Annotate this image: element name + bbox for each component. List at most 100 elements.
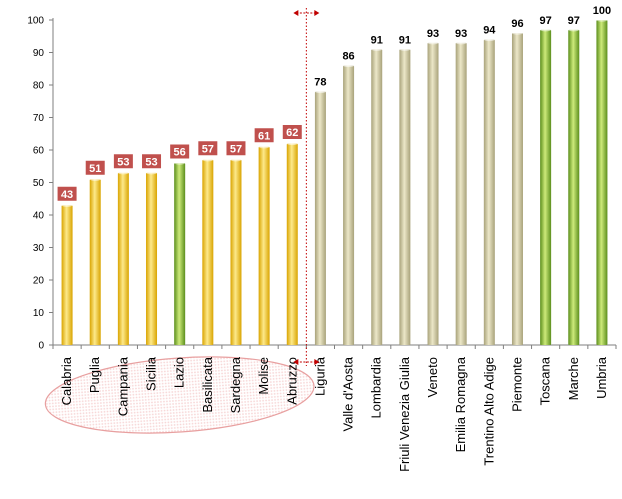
data-label: 57 (230, 143, 242, 155)
bar-cap (483, 37, 495, 42)
bar-campania (117, 172, 129, 345)
bar-cap (596, 18, 608, 22)
y-tick-label: 70 (33, 113, 45, 124)
bar-cap (371, 47, 383, 51)
value-label-box (197, 140, 219, 157)
value-label-box (84, 159, 106, 176)
value-label-box (56, 185, 78, 202)
bar-cap (146, 171, 158, 175)
category-label: Marche (566, 357, 581, 400)
y-tick-label: 0 (38, 341, 44, 352)
bar-trentino-alto-adige (483, 39, 495, 345)
data-label: 56 (174, 147, 186, 159)
divider-arrow-top (293, 10, 320, 16)
value-label-box (281, 124, 303, 140)
category-label: Molise (256, 357, 271, 395)
y-tick-label: 90 (33, 48, 45, 59)
category-label: Friuli Venezia Giulia (397, 356, 412, 472)
bar-cap (314, 89, 326, 94)
bar-cap (511, 31, 523, 35)
bar-marche (568, 29, 580, 345)
bar-basilicata (202, 159, 214, 345)
value-label-box (112, 153, 134, 170)
bar-cap (117, 171, 129, 175)
bar-cap (89, 177, 101, 181)
bar-cap (174, 161, 186, 165)
data-label: 96 (511, 18, 523, 30)
category-label: Sicilia (144, 356, 159, 391)
data-label: 86 (342, 51, 354, 63)
y-tick-label: 80 (33, 81, 45, 92)
bar-sardegna (230, 159, 242, 345)
bar-puglia (89, 179, 101, 345)
bar-sicilia (146, 172, 158, 345)
category-label: Umbria (594, 356, 609, 399)
y-tick-label: 40 (33, 211, 45, 222)
category-label: Valle d'Aosta (341, 356, 356, 431)
data-label: 53 (117, 156, 129, 168)
value-label-box (169, 143, 191, 160)
bar-lazio (174, 163, 186, 345)
bar-lombardia (371, 49, 383, 345)
y-tick-label: 10 (33, 308, 45, 319)
data-label: 97 (568, 15, 580, 27)
bar-abruzzo (286, 143, 298, 345)
bar-cap (455, 41, 467, 45)
y-tick-label: 50 (33, 178, 45, 189)
data-label: 93 (455, 28, 467, 40)
bar-cap (399, 47, 411, 51)
bar-cap (568, 28, 580, 32)
data-label: 53 (145, 156, 157, 168)
bar-liguria (314, 91, 326, 345)
bar-cap (230, 158, 242, 162)
category-label: Liguria (312, 356, 327, 396)
bar-cap (258, 145, 270, 149)
bar-cap (540, 28, 552, 32)
data-label: 94 (483, 25, 496, 37)
value-label-box (225, 140, 247, 157)
highlight-ellipse (44, 356, 315, 434)
bar-umbria (596, 20, 608, 345)
data-label: 97 (540, 15, 552, 27)
data-label: 61 (258, 130, 270, 142)
data-label: 78 (314, 77, 326, 89)
bar-toscana (540, 29, 552, 345)
bar-valle-d-aosta (343, 65, 355, 345)
y-tick-label: 20 (33, 276, 45, 287)
category-label: Emilia Romagna (453, 356, 468, 452)
value-label-box (141, 153, 163, 170)
data-label: 100 (593, 5, 611, 17)
bar-piemonte (511, 33, 523, 345)
data-label: 57 (202, 143, 214, 155)
bar-cap (202, 158, 214, 162)
bar-emilia-romagna (455, 42, 467, 345)
category-label: Calabria (59, 356, 74, 405)
data-label: 91 (399, 34, 411, 46)
bar-friuli-venezia-giulia (399, 49, 411, 345)
y-tick-label: 60 (33, 146, 45, 157)
bar-cap (343, 63, 355, 68)
bar-veneto (427, 42, 439, 345)
data-label: 91 (371, 34, 383, 46)
value-label-box (253, 127, 275, 144)
bar-cap (286, 141, 298, 146)
divider-arrow-bottom (293, 359, 320, 365)
category-label: Veneto (425, 357, 440, 398)
category-label: Sardegna (228, 356, 243, 413)
y-tick-label: 30 (33, 243, 45, 254)
data-label: 62 (286, 127, 298, 139)
data-label: 51 (89, 163, 101, 175)
category-label: Toscana (538, 356, 553, 405)
category-label: Puglia (87, 356, 102, 393)
bar-cap (427, 41, 439, 45)
category-label: Campania (115, 356, 130, 416)
bar-calabria (61, 205, 73, 345)
y-tick-label: 100 (27, 16, 44, 27)
category-label: Lombardia (369, 356, 384, 418)
bar-cap (61, 203, 73, 207)
category-label: Piemonte (509, 357, 524, 412)
category-label: Abruzzo (284, 357, 299, 405)
data-label: 93 (427, 28, 439, 40)
